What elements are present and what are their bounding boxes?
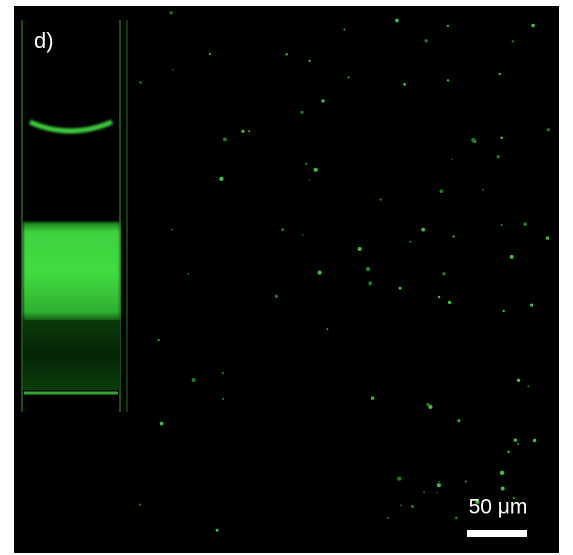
- particle: [170, 11, 173, 14]
- particle: [397, 477, 401, 481]
- particle: [302, 234, 304, 236]
- particle: [547, 128, 550, 131]
- particle: [497, 155, 500, 158]
- particle: [366, 267, 370, 271]
- particle: [501, 487, 505, 491]
- particle: [379, 198, 381, 200]
- particle: [371, 396, 374, 399]
- particle: [471, 138, 475, 142]
- particle: [222, 372, 224, 374]
- particle: [387, 517, 389, 519]
- particle: [512, 40, 514, 42]
- particle: [395, 19, 399, 23]
- particle: [139, 504, 141, 506]
- particle: [305, 163, 307, 165]
- particle: [517, 443, 519, 445]
- particle: [219, 177, 223, 181]
- particle: [286, 53, 288, 55]
- particle: [343, 29, 345, 31]
- particle: [510, 255, 514, 259]
- particle: [300, 111, 303, 114]
- particle: [139, 81, 142, 84]
- particle: [423, 491, 425, 493]
- particle: [426, 403, 429, 406]
- particle: [309, 180, 310, 181]
- particle: [499, 73, 501, 75]
- particle: [188, 273, 189, 274]
- particle: [455, 517, 458, 520]
- particle: [507, 451, 509, 453]
- particle: [400, 505, 401, 506]
- scale-bar-label: 50 μm: [469, 496, 528, 519]
- particle: [410, 241, 412, 243]
- particle: [465, 481, 467, 483]
- particle: [158, 339, 160, 341]
- particle: [546, 236, 549, 239]
- particle: [451, 159, 452, 160]
- particle: [447, 25, 449, 27]
- particle: [500, 471, 504, 475]
- particle: [447, 79, 449, 81]
- particle: [438, 296, 440, 298]
- particle: [403, 83, 406, 86]
- particle: [192, 378, 196, 382]
- particle: [314, 168, 318, 172]
- particle: [308, 60, 310, 62]
- particle: [436, 492, 438, 494]
- particle: [440, 189, 444, 193]
- particle: [514, 438, 517, 441]
- particle: [281, 228, 284, 231]
- panel-label: d): [34, 28, 54, 53]
- micrograph-panel: d) 50 μm: [0, 0, 573, 555]
- particle: [321, 99, 324, 102]
- particle: [482, 189, 484, 191]
- particle: [399, 287, 402, 290]
- particle: [531, 24, 535, 28]
- particle: [411, 505, 414, 508]
- particle: [209, 53, 211, 55]
- particle: [437, 483, 441, 487]
- particle: [500, 137, 503, 140]
- particle: [438, 481, 440, 483]
- particle: [327, 328, 329, 330]
- particle: [222, 398, 224, 400]
- particle: [425, 39, 428, 42]
- particle: [503, 310, 505, 312]
- particle: [421, 228, 425, 232]
- particle: [517, 379, 520, 382]
- particle: [523, 222, 527, 226]
- particle: [530, 304, 533, 307]
- particle: [241, 130, 244, 133]
- particle: [358, 247, 362, 251]
- particle: [501, 224, 503, 226]
- scale-bar: [467, 530, 527, 537]
- particle: [457, 419, 460, 422]
- particle: [216, 529, 219, 532]
- particle: [368, 281, 372, 285]
- particle: [172, 69, 174, 71]
- particle: [453, 235, 455, 237]
- particle: [318, 271, 322, 275]
- particle: [248, 130, 250, 132]
- particle: [223, 138, 227, 142]
- particle: [275, 295, 278, 298]
- particle: [171, 229, 173, 231]
- particle: [533, 439, 536, 442]
- particle: [160, 422, 164, 426]
- particle: [448, 301, 451, 304]
- particle: [348, 76, 350, 78]
- particle: [442, 272, 445, 275]
- particle: [527, 385, 529, 387]
